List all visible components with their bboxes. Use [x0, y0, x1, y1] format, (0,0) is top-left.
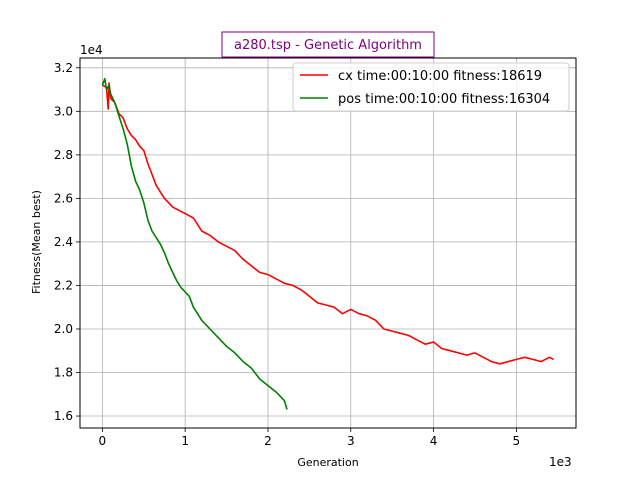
x-tick-label: 3: [347, 434, 355, 448]
grid: [80, 58, 576, 428]
y-tick-label: 2.8: [54, 148, 73, 162]
x-tick-label: 5: [513, 434, 521, 448]
chart-title: a280.tsp - Genetic Algorithm: [221, 31, 435, 58]
legend: cx time:00:10:00 fitness:18619 pos time:…: [292, 62, 570, 112]
y-tick-label: 1.6: [54, 409, 73, 423]
x-tick-label: 4: [430, 434, 438, 448]
y-axis-label: Fitness(Mean best): [30, 190, 43, 294]
y-tick-label: 1.8: [54, 366, 73, 380]
axis-ticks: 0 1 2 3 4 5 1.6 1.8 2.0 2.2 2.4 2.6 2.8 3.0 3.2: [54, 61, 520, 448]
y-tick-label: 3.0: [54, 104, 73, 118]
x-axis-multiplier: 1e3: [549, 455, 572, 469]
legend-label-cx: cx time:00:10:00 fitness:18619: [338, 69, 542, 84]
y-tick-label: 2.2: [54, 278, 73, 292]
x-axis-label: Generation: [297, 456, 358, 469]
y-tick-label: 2.0: [54, 322, 73, 336]
plot-frame: [79, 57, 577, 429]
series-line-1: [101, 77, 288, 410]
series-line-0: [102, 82, 554, 365]
legend-frame: [292, 62, 570, 112]
y-tick-label: 2.4: [54, 235, 73, 249]
y-axis-multiplier: 1e4: [80, 43, 103, 57]
y-tick-label: 3.2: [54, 61, 73, 75]
x-tick-label: 1: [181, 434, 189, 448]
y-tick-label: 2.6: [54, 191, 73, 205]
legend-label-pos: pos time:00:10:00 fitness:16304: [338, 92, 550, 107]
title-box: [221, 31, 435, 58]
series-lines: [101, 77, 554, 410]
chart-title-text: a280.tsp - Genetic Algorithm: [234, 38, 422, 53]
x-tick-label: 0: [99, 434, 107, 448]
x-tick-label: 2: [264, 434, 272, 448]
